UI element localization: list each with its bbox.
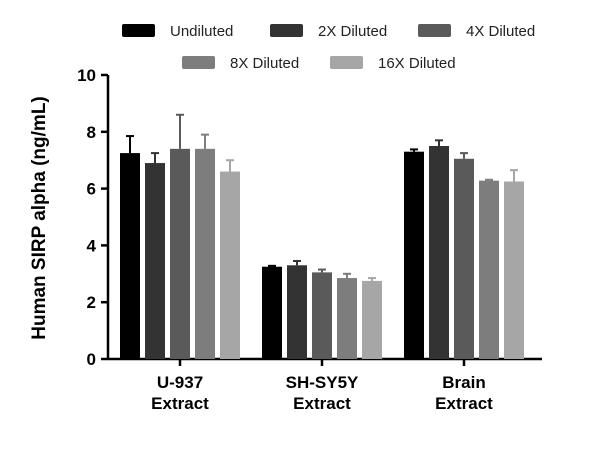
bar: [337, 278, 357, 359]
legend-label: 8X Diluted: [230, 55, 299, 72]
bar: [429, 146, 449, 359]
bar: [479, 180, 499, 359]
bar: [262, 266, 282, 359]
bar: [170, 148, 190, 359]
bars: [120, 113, 524, 359]
bar: [404, 151, 424, 359]
legend: Undiluted 2X Diluted 4X Diluted 8X Diluted 1…: [122, 23, 535, 72]
legend-label: 4X Diluted: [466, 23, 535, 40]
bar: [504, 181, 524, 359]
legend-swatch: [270, 24, 303, 37]
legend-label: Undiluted: [170, 23, 233, 40]
bar: [195, 148, 215, 359]
x-tick-label: Brain Extract: [435, 373, 493, 413]
bar: [454, 158, 474, 359]
bar: [362, 280, 382, 359]
y-tick-label: 10: [77, 66, 96, 85]
y-axis-title: Human SIRP alpha (ng/mL): [29, 96, 50, 340]
x-tick-label: SH-SY5Y Extract: [286, 373, 359, 413]
legend-swatch: [418, 24, 451, 37]
legend-swatch: [330, 56, 363, 69]
legend-swatch: [122, 24, 155, 37]
axes: 0 2 4 6 8 10 U-937 Extract SH-SY5Y Extract Brain Ex…: [77, 66, 542, 413]
bar: [145, 163, 165, 359]
legend-swatch: [182, 56, 215, 69]
x-tick-label: U-937 Extract: [151, 373, 209, 413]
y-tick-label: 2: [87, 293, 96, 312]
y-tick-label: 6: [87, 180, 96, 199]
y-tick-label: 4: [87, 236, 97, 255]
bar: [220, 171, 240, 359]
legend-label: 2X Diluted: [318, 23, 387, 40]
y-tick-label: 8: [87, 123, 96, 142]
bar: [287, 265, 307, 359]
y-tick-label: 0: [87, 350, 96, 369]
bar: [312, 272, 332, 359]
bar: [120, 153, 140, 359]
legend-label: 16X Diluted: [378, 55, 456, 72]
